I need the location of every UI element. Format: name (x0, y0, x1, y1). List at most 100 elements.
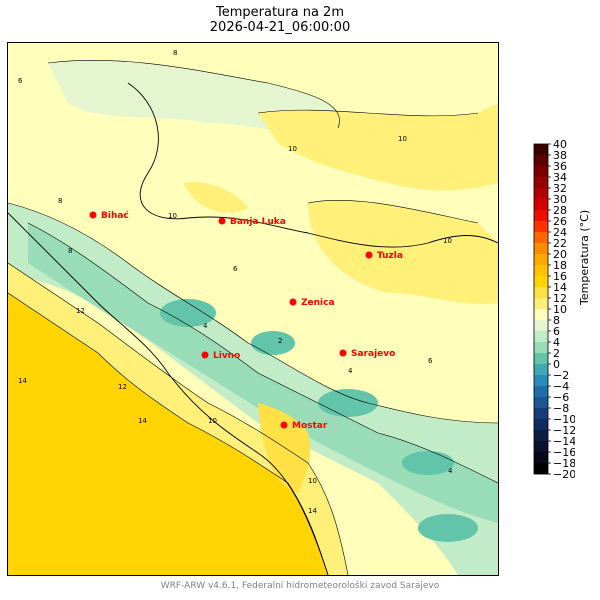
colorbar-cell (534, 210, 548, 222)
contour-label: 4 (203, 322, 208, 330)
city-marker-tuzla (365, 251, 373, 259)
city-marker-sarajevo (339, 349, 347, 357)
colorbar-tick-label: −4 (553, 380, 569, 393)
colorbar-cell (534, 452, 548, 464)
contour-label: 14 (18, 377, 27, 385)
colorbar-tick-label: 2 (553, 347, 560, 360)
contour-label: 10 (398, 135, 407, 143)
colorbar-tick-label: 18 (553, 259, 567, 272)
map-title: Temperatura na 2m (215, 5, 344, 20)
colorbar-tick-label: 8 (553, 314, 560, 327)
colorbar-cell (534, 177, 548, 189)
city-label-bihac: Bihać (101, 210, 129, 221)
city-label-livno: Livno (213, 351, 240, 361)
colorbar-tick-label: 40 (553, 140, 567, 151)
colorbar-tick-label: 36 (553, 160, 567, 173)
borders-coastline (8, 82, 498, 575)
contour-zone-2-e (418, 514, 478, 542)
city-marker-zenica (289, 298, 297, 306)
city-marker-bihac (89, 211, 97, 219)
temperature-map: 6 8 10 10 10 10 12 14 12 10 10 6 4 2 4 6… (7, 42, 499, 576)
city-marker-mostar (280, 421, 288, 429)
contour-label: 10 (443, 237, 452, 245)
contour-label: 10 (168, 212, 177, 220)
contour-zone-mostar (258, 403, 310, 493)
contour-label: 4 (348, 367, 353, 375)
contour-label: 4 (448, 467, 453, 475)
contour-label: 10 (288, 145, 297, 153)
colorbar-cell (534, 276, 548, 288)
contour-zone-4 (28, 223, 498, 523)
city-label-tuzla: Tuzla (377, 251, 403, 261)
contour-zone-2-b (251, 331, 295, 355)
colorbar-tick-label: 38 (553, 149, 567, 162)
contour-label: 8 (58, 197, 62, 205)
colorbar-tick-label: −14 (553, 435, 575, 448)
city-label-sarajevo: Sarajevo (351, 349, 395, 359)
colorbar-cell (534, 243, 548, 255)
contour-label: 12 (76, 307, 85, 315)
colorbar: 4038363432302826242220181614121086420−2−… (533, 140, 575, 480)
contour-label: 14 (138, 417, 147, 425)
colorbar-cell (534, 221, 548, 233)
colorbar-tick-label: −16 (553, 446, 575, 459)
colorbar-cell (534, 144, 548, 156)
colorbar-tick-label: 6 (553, 325, 560, 338)
contour-zone-10-bl (183, 182, 248, 213)
contour-label: 2 (278, 337, 282, 345)
contour-lines (8, 59, 498, 575)
colorbar-ticks: 4038363432302826242220181614121086420−2−… (548, 140, 575, 480)
colorbar-cells (534, 144, 548, 475)
contour-zone-10-tuzla (308, 200, 498, 305)
colorbar-tick-label: 30 (553, 193, 567, 206)
colorbar-cell (534, 463, 548, 475)
cities: Bihać Banja Luka Tuzla Zenica Livno Sara… (89, 210, 403, 431)
colorbar-cell (534, 309, 548, 321)
colorbar-tick-label: 32 (553, 182, 567, 195)
colorbar-tick-label: 26 (553, 215, 567, 228)
contour-label: 6 (428, 357, 433, 365)
colorbar-tick-label: 0 (553, 358, 560, 371)
colorbar-cell (534, 265, 548, 277)
colorbar-cell (534, 298, 548, 310)
contour-label: 14 (308, 507, 317, 515)
colorbar-tick-label: −20 (553, 468, 575, 480)
city-label-mostar: Mostar (292, 421, 328, 431)
colorbar-tick-label: −12 (553, 424, 575, 437)
colorbar-cell (534, 364, 548, 376)
colorbar-title: Temperatura (°C) (578, 209, 591, 305)
contour-label: 6 (233, 265, 238, 273)
contour-zone-2-c (318, 389, 378, 417)
colorbar-cell (534, 320, 548, 332)
colorbar-cell (534, 188, 548, 200)
colorbar-cell (534, 419, 548, 431)
contour-label: 8 (173, 49, 177, 57)
colorbar-cell (534, 441, 548, 453)
colorbar-cell (534, 375, 548, 387)
contour-labels: 6 8 10 10 10 10 12 14 12 10 10 6 4 2 4 6… (18, 49, 453, 515)
colorbar-tick-label: −6 (553, 391, 569, 404)
colorbar-tick-label: 14 (553, 281, 567, 294)
colorbar-tick-label: −8 (553, 402, 569, 415)
colorbar-cell (534, 287, 548, 299)
colorbar-tick-label: 10 (553, 303, 567, 316)
map-subtitle: 2026-04-21_06:00:00 (209, 20, 351, 35)
contour-zone-14 (8, 293, 328, 575)
footer-credit: WRF-ARW v4.6.1, Federalni hidrometeorolo… (160, 581, 440, 591)
colorbar-cell (534, 331, 548, 343)
colorbar-cell (534, 342, 548, 354)
colorbar-tick-label: 4 (553, 336, 560, 349)
city-label-banja-luka: Banja Luka (230, 217, 286, 227)
contour-zone-2-d (402, 451, 454, 475)
colorbar-cell (534, 397, 548, 409)
colorbar-cell (534, 408, 548, 420)
colorbar-cell (534, 199, 548, 211)
colorbar-tick-label: −10 (553, 413, 575, 426)
colorbar-cell (534, 353, 548, 365)
city-marker-banja-luka (218, 217, 226, 225)
colorbar-tick-label: 24 (553, 226, 567, 239)
contour-zone-10-ne (258, 103, 498, 191)
contour-label: 10 (308, 477, 317, 485)
contour-label: 6 (18, 77, 23, 85)
colorbar-tick-label: 34 (553, 171, 567, 184)
